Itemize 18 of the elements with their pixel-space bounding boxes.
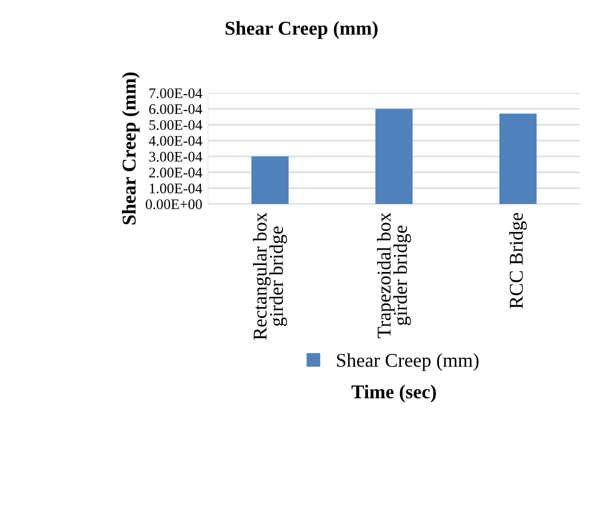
y-tick-label: 7.00E-04 [150,88,202,98]
x-tick-label: Trapezoidal box girder bridge [377,212,411,338]
bar [375,108,413,204]
x-tick-label: Rectangular box girder bridge [252,212,288,340]
y-tick-label: 6.00E-04 [149,104,202,114]
y-tick-label: 4.00E-04 [148,136,202,146]
bar [251,156,289,204]
y-tick-label: 0.00E+00 [146,199,202,210]
x-axis-title: Time (sec) [352,384,436,402]
y-axis-title: Shear Creep (mm) [122,72,140,224]
x-tick-label: RCC Bridge [509,213,527,308]
y-tick-label: 2.00E-04 [149,168,202,178]
chart-title: Shear Creep (mm) [226,21,378,39]
y-tick-label: 5.00E-04 [149,120,202,130]
bar [499,114,537,204]
y-tick-label: 3.00E-04 [149,152,202,162]
legend-label: Shear Creep (mm) [337,353,479,371]
y-tick-label: 1.00E-04 [150,184,202,194]
